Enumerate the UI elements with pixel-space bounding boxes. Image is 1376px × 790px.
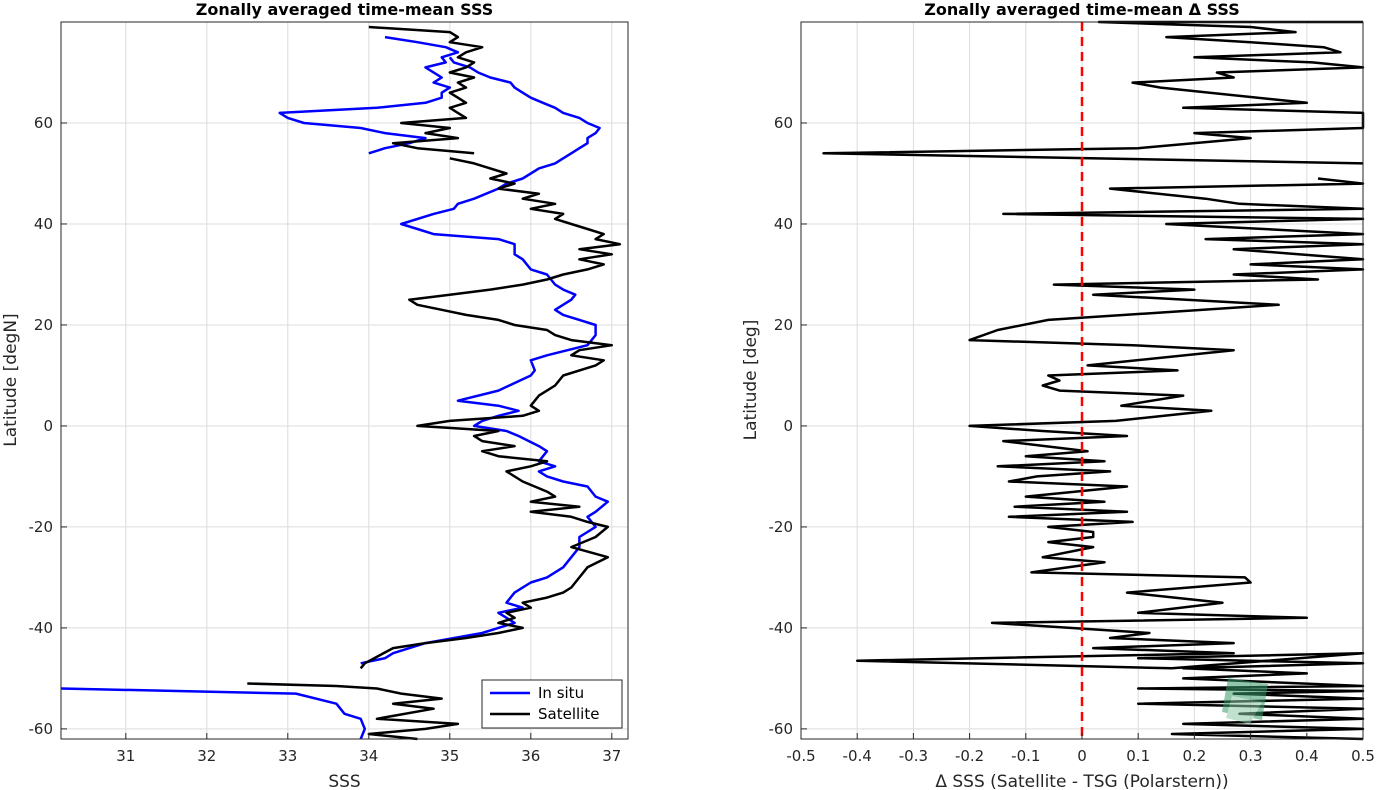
y-tick-label: 0 xyxy=(43,417,53,435)
x-tick-label: 36 xyxy=(521,747,540,765)
legend: In situ Satellite xyxy=(481,679,623,729)
x-tick-label: 0.4 xyxy=(1295,747,1319,765)
series-line-satellite xyxy=(247,25,622,741)
x-tick-label: 0 xyxy=(1077,747,1087,765)
y-tick-label: 40 xyxy=(774,215,793,233)
x-tick-label: 32 xyxy=(197,747,216,765)
left-y-axis-label: Latitude [degN] xyxy=(1,313,21,446)
x-tick-label: 0.5 xyxy=(1351,747,1375,765)
y-tick-label: -40 xyxy=(29,619,54,637)
right-y-axis-label: Latitude [deg] xyxy=(741,320,761,441)
legend-label-in-situ: In situ xyxy=(538,684,584,702)
y-tick-label: 60 xyxy=(774,114,793,132)
x-tick-label: -0.2 xyxy=(955,747,984,765)
left-chart-panel: 31 32 33 34 35 36 37 -60 -40 -20 0 20 40 60 Zonally a… xyxy=(1,0,629,790)
logo-shape-light xyxy=(1226,696,1262,724)
x-tick-label: 0.1 xyxy=(1126,747,1150,765)
x-tick-label: 35 xyxy=(440,747,459,765)
x-tick-label: 0.3 xyxy=(1239,747,1263,765)
series-line-0 xyxy=(822,20,1365,741)
y-tick-label: 20 xyxy=(34,316,53,334)
left-plot-frame xyxy=(60,21,629,740)
x-tick-label: 37 xyxy=(602,747,621,765)
x-tick-label: -0.1 xyxy=(1011,747,1040,765)
x-tick-label: -0.5 xyxy=(786,747,815,765)
left-chart-title: Zonally averaged time-mean SSS xyxy=(196,0,494,19)
left-x-axis-label: SSS xyxy=(328,772,360,790)
y-tick-label: 0 xyxy=(783,417,793,435)
y-tick-label: -60 xyxy=(769,720,794,738)
series-line-in-situ xyxy=(60,35,610,740)
right-chart-panel: -0.5 -0.4 -0.3 -0.2 -0.1 0 0.1 0.2 0.3 0.4 0.5 -60 -… xyxy=(741,0,1375,790)
y-tick-label: -20 xyxy=(29,518,54,536)
y-tick-label: 20 xyxy=(774,316,793,334)
x-tick-label: 33 xyxy=(278,747,297,765)
x-tick-label: -0.4 xyxy=(843,747,872,765)
y-tick-label: -40 xyxy=(769,619,794,637)
y-tick-label: -20 xyxy=(769,518,794,536)
legend-box xyxy=(481,679,623,729)
x-tick-label: 0.2 xyxy=(1182,747,1206,765)
smos-pimep-logo xyxy=(1222,678,1268,724)
legend-label-satellite: Satellite xyxy=(538,705,599,723)
y-tick-label: -60 xyxy=(29,720,54,738)
x-tick-label: 31 xyxy=(116,747,135,765)
x-tick-label: -0.3 xyxy=(899,747,928,765)
y-tick-label: 60 xyxy=(34,114,53,132)
x-tick-label: 34 xyxy=(359,747,378,765)
y-tick-label: 40 xyxy=(34,215,53,233)
right-chart-title: Zonally averaged time-mean Δ SSS xyxy=(924,0,1240,19)
right-x-axis-label: Δ SSS (Satellite - TSG (Polarstern)) xyxy=(935,772,1228,790)
